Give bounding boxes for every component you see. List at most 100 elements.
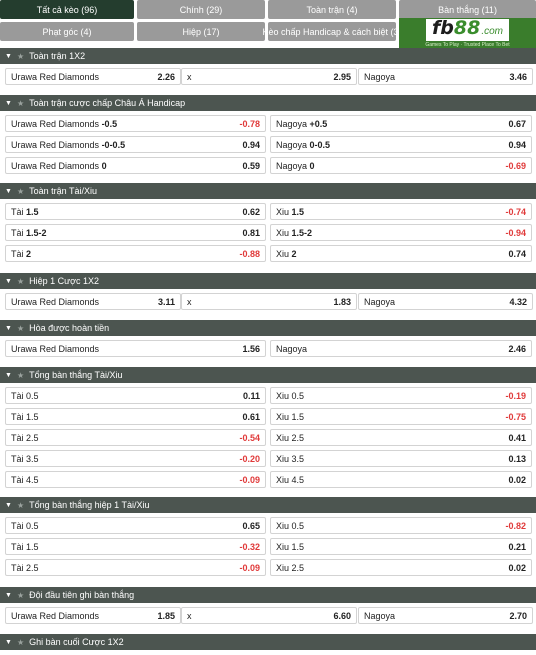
- favorite-star-icon[interactable]: ★: [16, 323, 25, 333]
- odds-cell[interactable]: Tài 1.5 0.61: [5, 408, 266, 425]
- odds-cell[interactable]: Nagoya 2.70: [358, 607, 533, 624]
- favorite-star-icon[interactable]: ★: [16, 51, 25, 61]
- odds-cell[interactable]: x 2.95: [181, 68, 357, 85]
- section-title: Ghi bàn cuối Cược 1X2: [29, 637, 124, 647]
- selection-name: Tài 2.5: [11, 433, 39, 443]
- odds-value: -0.75: [505, 411, 526, 422]
- section-header[interactable]: ▼ ★ Toàn trận Tài/Xiu: [0, 183, 536, 199]
- selection-name: Xiu 1.5-2: [276, 228, 312, 238]
- odds-value: 0.94: [242, 139, 260, 150]
- collapse-arrow-icon[interactable]: ▼: [5, 591, 12, 599]
- selection-label: Tài 0.5: [11, 520, 39, 531]
- odds-cell[interactable]: Xiu 1.5 -0.75: [270, 408, 532, 425]
- selection-label: Xiu: [276, 248, 290, 259]
- odds-value: 0.67: [508, 118, 526, 129]
- odds-cell[interactable]: Nagoya 0 -0.69: [270, 157, 532, 174]
- selection-name: Nagoya: [364, 611, 395, 621]
- selection-label: x: [187, 610, 192, 621]
- odds-cell[interactable]: Nagoya +0.5 0.67: [270, 115, 532, 132]
- selection-label: Xiu: [276, 227, 290, 238]
- odds-cell[interactable]: Urawa Red Diamonds 3.11: [5, 293, 181, 310]
- odds-cell[interactable]: Tài 2.5 -0.54: [5, 429, 266, 446]
- favorite-star-icon[interactable]: ★: [16, 370, 25, 380]
- selection-name: Xiu 2: [276, 249, 297, 259]
- tab-5[interactable]: Hiệp (17): [137, 22, 265, 41]
- section-header[interactable]: ▼ ★ Đội đầu tiên ghi bàn thắng: [0, 587, 536, 603]
- favorite-star-icon[interactable]: ★: [16, 98, 25, 108]
- odds-cell[interactable]: Tài 2.5 -0.09: [5, 559, 266, 576]
- odds-cell[interactable]: Xiu 3.5 0.13: [270, 450, 532, 467]
- handicap-line: 1.5-2: [291, 227, 313, 238]
- odds-value: 0.81: [242, 227, 260, 238]
- selection-label: Tài 4.5: [11, 474, 39, 485]
- odds-cell[interactable]: Tài 4.5 -0.09: [5, 471, 266, 488]
- section-header[interactable]: ▼ ★ Tổng bàn thắng hiệp 1 Tài/Xiu: [0, 497, 536, 513]
- collapse-arrow-icon[interactable]: ▼: [5, 99, 12, 107]
- odds-cell[interactable]: x 1.83: [181, 293, 357, 310]
- tab-4[interactable]: Phạt góc (4): [0, 22, 134, 41]
- odds-cell[interactable]: x 6.60: [181, 607, 357, 624]
- odds-cell[interactable]: Xiu 0.5 -0.82: [270, 517, 532, 534]
- collapse-arrow-icon[interactable]: ▼: [5, 324, 12, 332]
- selection-label: Tài 1.5: [11, 541, 39, 552]
- odds-cell[interactable]: Xiu 2.5 0.02: [270, 559, 532, 576]
- selection-name: Urawa Red Diamonds: [11, 344, 99, 354]
- handicap-line: 1.5: [291, 206, 305, 217]
- section-header[interactable]: ▼ ★ Hòa được hoàn tiền: [0, 320, 536, 336]
- collapse-arrow-icon[interactable]: ▼: [5, 371, 12, 379]
- selection-name: x: [187, 297, 192, 307]
- odds-cell[interactable]: Xiu 4.5 0.02: [270, 471, 532, 488]
- odds-cell[interactable]: Xiu 1.5-2 -0.94: [270, 224, 532, 241]
- logo-tagline: Games To Play · Trusted Place To Bet: [425, 41, 510, 48]
- odds-cell[interactable]: Tài 2 -0.88: [5, 245, 266, 262]
- odds-cell[interactable]: Tài 0.5 0.11: [5, 387, 266, 404]
- odds-cell[interactable]: Tài 1.5 0.62: [5, 203, 266, 220]
- odds-cell[interactable]: Nagoya 3.46: [358, 68, 533, 85]
- odds-cell[interactable]: Xiu 2 0.74: [270, 245, 532, 262]
- brand-logo: fb 88 .com Games To Play · Trusted Place To…: [399, 18, 536, 48]
- odds-cell[interactable]: Urawa Red Diamonds -0.5 -0.78: [5, 115, 266, 132]
- odds-cell[interactable]: Nagoya 4.32: [358, 293, 533, 310]
- odds-cell[interactable]: Urawa Red Diamonds -0-0.5 0.94: [5, 136, 266, 153]
- odds-cell[interactable]: Xiu 0.5 -0.19: [270, 387, 532, 404]
- favorite-star-icon[interactable]: ★: [16, 276, 25, 286]
- tab-1[interactable]: Chính (29): [137, 0, 265, 19]
- odds-cell[interactable]: Xiu 1.5 0.21: [270, 538, 532, 555]
- section-header[interactable]: ▼ ★ Toàn trận 1X2: [0, 48, 536, 64]
- odds-cell[interactable]: Urawa Red Diamonds 2.26: [5, 68, 181, 85]
- section-header[interactable]: ▼ ★ Tổng bàn thắng Tài/Xiu: [0, 367, 536, 383]
- odds-cell[interactable]: Tài 3.5 -0.20: [5, 450, 266, 467]
- odds-value: -0.09: [239, 474, 260, 485]
- odds-cell[interactable]: Urawa Red Diamonds 1.56: [5, 340, 266, 357]
- odds-cell[interactable]: Tài 1.5-2 0.81: [5, 224, 266, 241]
- selection-name: Tài 0.5: [11, 521, 39, 531]
- selection-name: Nagoya: [364, 72, 395, 82]
- favorite-star-icon[interactable]: ★: [16, 590, 25, 600]
- collapse-arrow-icon[interactable]: ▼: [5, 52, 12, 60]
- odds-cell[interactable]: Tài 0.5 0.65: [5, 517, 266, 534]
- selection-label: Tài 2.5: [11, 562, 39, 573]
- favorite-star-icon[interactable]: ★: [16, 186, 25, 196]
- collapse-arrow-icon[interactable]: ▼: [5, 277, 12, 285]
- odds-cell[interactable]: Tài 1.5 -0.32: [5, 538, 266, 555]
- odds-value: 0.21: [508, 541, 526, 552]
- odds-cell[interactable]: Nagoya 0-0.5 0.94: [270, 136, 532, 153]
- odds-cell[interactable]: Urawa Red Diamonds 1.85: [5, 607, 181, 624]
- odds-cell[interactable]: Nagoya 2.46: [270, 340, 532, 357]
- section-header[interactable]: ▼ ★ Ghi bàn cuối Cược 1X2: [0, 634, 536, 650]
- tab-0[interactable]: Tất cả kèo (96): [0, 0, 134, 19]
- section-header[interactable]: ▼ ★ Hiệp 1 Cược 1X2: [0, 273, 536, 289]
- collapse-arrow-icon[interactable]: ▼: [5, 638, 12, 646]
- collapse-arrow-icon[interactable]: ▼: [5, 187, 12, 195]
- odds-cell[interactable]: Xiu 1.5 -0.74: [270, 203, 532, 220]
- collapse-arrow-icon[interactable]: ▼: [5, 501, 12, 509]
- section-header[interactable]: ▼ ★ Toàn trận cược chấp Châu Á Handicap: [0, 95, 536, 111]
- favorite-star-icon[interactable]: ★: [16, 637, 25, 647]
- section-title: Hiệp 1 Cược 1X2: [29, 276, 100, 286]
- tab-3[interactable]: Bàn thắng (11): [399, 0, 536, 19]
- tab-6[interactable]: Kèo chấp Handicap & cách biệt (3): [262, 22, 402, 41]
- favorite-star-icon[interactable]: ★: [16, 500, 25, 510]
- odds-cell[interactable]: Urawa Red Diamonds 0 0.59: [5, 157, 266, 174]
- tab-2[interactable]: Toàn trận (4): [268, 0, 396, 19]
- odds-cell[interactable]: Xiu 2.5 0.41: [270, 429, 532, 446]
